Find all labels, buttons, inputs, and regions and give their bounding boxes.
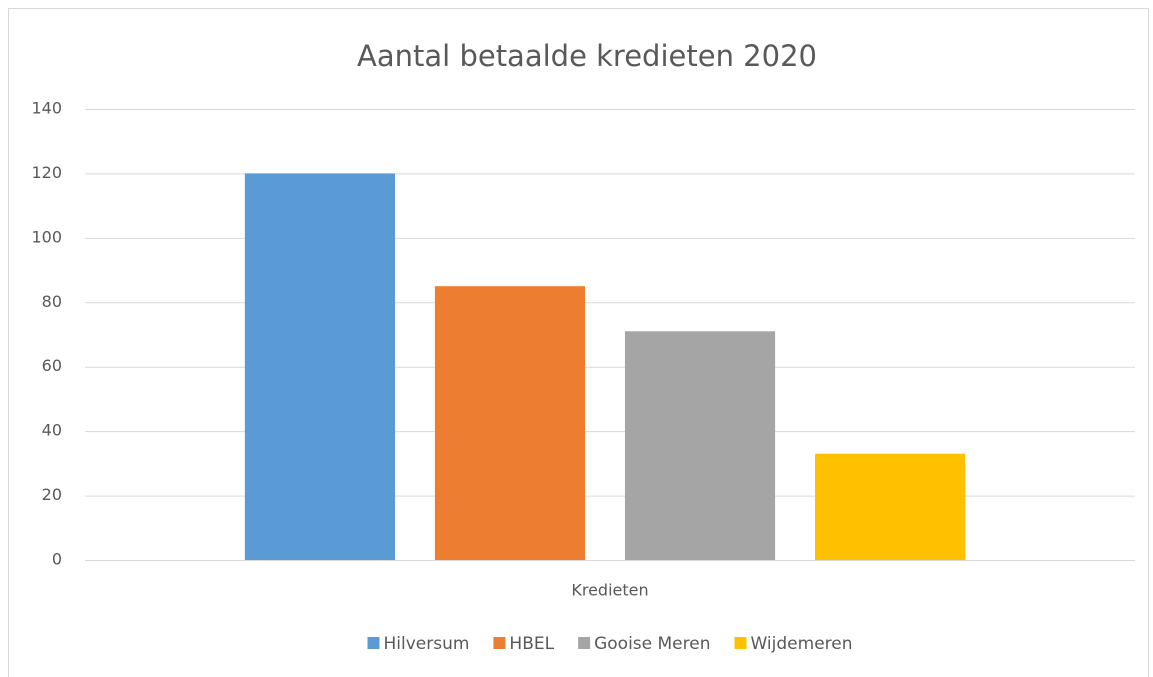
- y-tick-label: 120: [31, 163, 62, 182]
- y-tick-label: 0: [52, 550, 62, 569]
- legend-label: Hilversum: [383, 634, 469, 654]
- legend-label: HBEL: [509, 634, 554, 654]
- y-tick-label: 80: [42, 292, 62, 311]
- y-tick-label: 40: [42, 421, 62, 440]
- chart-title: Aantal betaalde kredieten 2020: [357, 39, 817, 73]
- y-tick-label: 60: [42, 356, 62, 375]
- legend-swatch: [367, 637, 380, 649]
- legend-swatch: [493, 637, 506, 649]
- bar: [434, 286, 586, 560]
- y-tick-label: 140: [31, 99, 62, 118]
- bar: [244, 173, 395, 560]
- legend-swatch: [734, 637, 747, 649]
- legend-label: Gooise Meren: [594, 634, 710, 654]
- bar: [624, 331, 776, 560]
- y-tick-label: 100: [31, 227, 62, 246]
- bar: [815, 453, 966, 560]
- x-tick-label: Kredieten: [571, 581, 648, 600]
- y-tick-label: 20: [42, 485, 62, 504]
- legend-label: Wijdemeren: [751, 634, 853, 654]
- legend-swatch: [578, 637, 591, 649]
